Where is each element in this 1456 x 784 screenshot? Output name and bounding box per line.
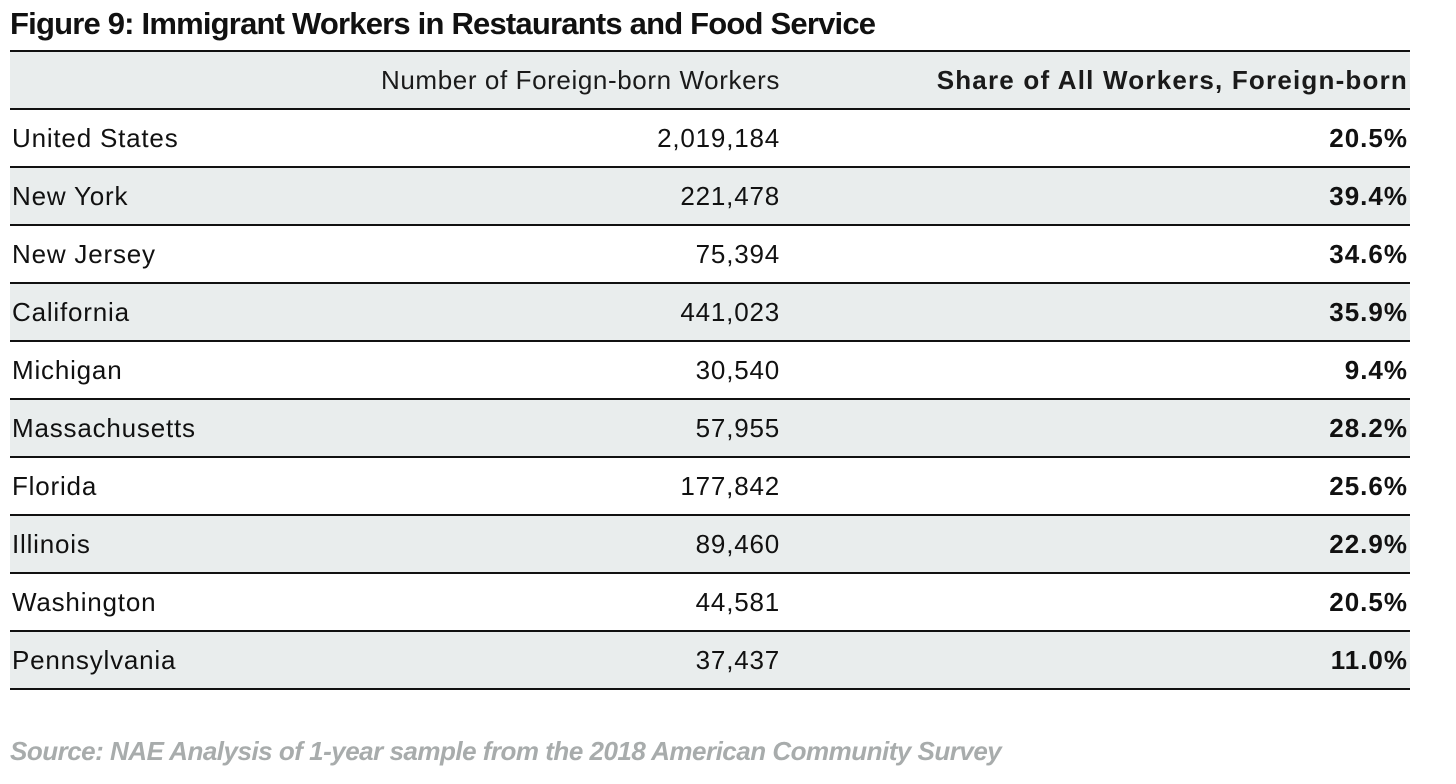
table-row: Florida 177,842 25.6% bbox=[10, 457, 1410, 515]
row-state-cell: Washington bbox=[12, 586, 157, 617]
row-number-cell: 89,460 bbox=[695, 528, 780, 559]
row-share-cell: 22.9% bbox=[1329, 528, 1408, 559]
column-header-share: Share of All Workers, Foreign-born bbox=[936, 64, 1408, 95]
row-state-cell: United States bbox=[12, 122, 179, 153]
row-number-cell: 37,437 bbox=[695, 644, 780, 675]
table-row: Pennsylvania 37,437 11.0% bbox=[10, 631, 1410, 689]
row-number-cell: 441,023 bbox=[680, 296, 780, 327]
data-table: Number of Foreign-born Workers Share of … bbox=[10, 50, 1410, 690]
table-row: New York 221,478 39.4% bbox=[10, 167, 1410, 225]
table-row: Illinois 89,460 22.9% bbox=[10, 515, 1410, 573]
row-state-cell: New Jersey bbox=[12, 238, 156, 269]
row-state-cell: New York bbox=[12, 180, 129, 211]
row-state-cell: Pennsylvania bbox=[12, 644, 177, 675]
row-state-cell: Florida bbox=[12, 470, 98, 501]
table-row: United States 2,019,184 20.5% bbox=[10, 109, 1410, 167]
source-note: Source: NAE Analysis of 1-year sample fr… bbox=[10, 736, 1002, 766]
row-share-cell: 20.5% bbox=[1329, 586, 1408, 617]
table-body: United States 2,019,184 20.5% New York 221,4… bbox=[10, 109, 1410, 689]
row-share-cell: 11.0% bbox=[1330, 644, 1408, 675]
row-number-cell: 44,581 bbox=[695, 586, 780, 617]
row-share-cell: 35.9% bbox=[1329, 296, 1408, 327]
row-number-cell: 57,955 bbox=[695, 412, 780, 443]
table-header-row: Number of Foreign-born Workers Share of … bbox=[10, 51, 1410, 109]
row-share-cell: 34.6% bbox=[1329, 238, 1408, 269]
row-share-cell: 28.2% bbox=[1329, 412, 1408, 443]
row-state-cell: California bbox=[12, 296, 130, 327]
column-header-state bbox=[10, 51, 290, 109]
table-row: New Jersey 75,394 34.6% bbox=[10, 225, 1410, 283]
row-share-cell: 9.4% bbox=[1344, 354, 1408, 385]
row-state-cell: Massachusetts bbox=[12, 412, 196, 443]
row-number-cell: 30,540 bbox=[695, 354, 780, 385]
column-header-number: Number of Foreign-born Workers bbox=[381, 64, 780, 95]
row-share-cell: 20.5% bbox=[1329, 122, 1408, 153]
row-number-cell: 177,842 bbox=[680, 470, 780, 501]
table-row: Michigan 30,540 9.4% bbox=[10, 341, 1410, 399]
row-number-cell: 221,478 bbox=[680, 180, 780, 211]
table-row: Washington 44,581 20.5% bbox=[10, 573, 1410, 631]
row-share-cell: 39.4% bbox=[1329, 180, 1408, 211]
table-row: Massachusetts 57,955 28.2% bbox=[10, 399, 1410, 457]
figure-title: Figure 9: Immigrant Workers in Restauran… bbox=[10, 6, 876, 41]
table-row: California 441,023 35.9% bbox=[10, 283, 1410, 341]
row-state-cell: Illinois bbox=[12, 528, 91, 559]
data-table-container: Number of Foreign-born Workers Share of … bbox=[10, 50, 1410, 690]
row-state-cell: Michigan bbox=[12, 354, 123, 385]
row-number-cell: 2,019,184 bbox=[657, 122, 780, 153]
row-number-cell: 75,394 bbox=[695, 238, 780, 269]
row-share-cell: 25.6% bbox=[1329, 470, 1408, 501]
